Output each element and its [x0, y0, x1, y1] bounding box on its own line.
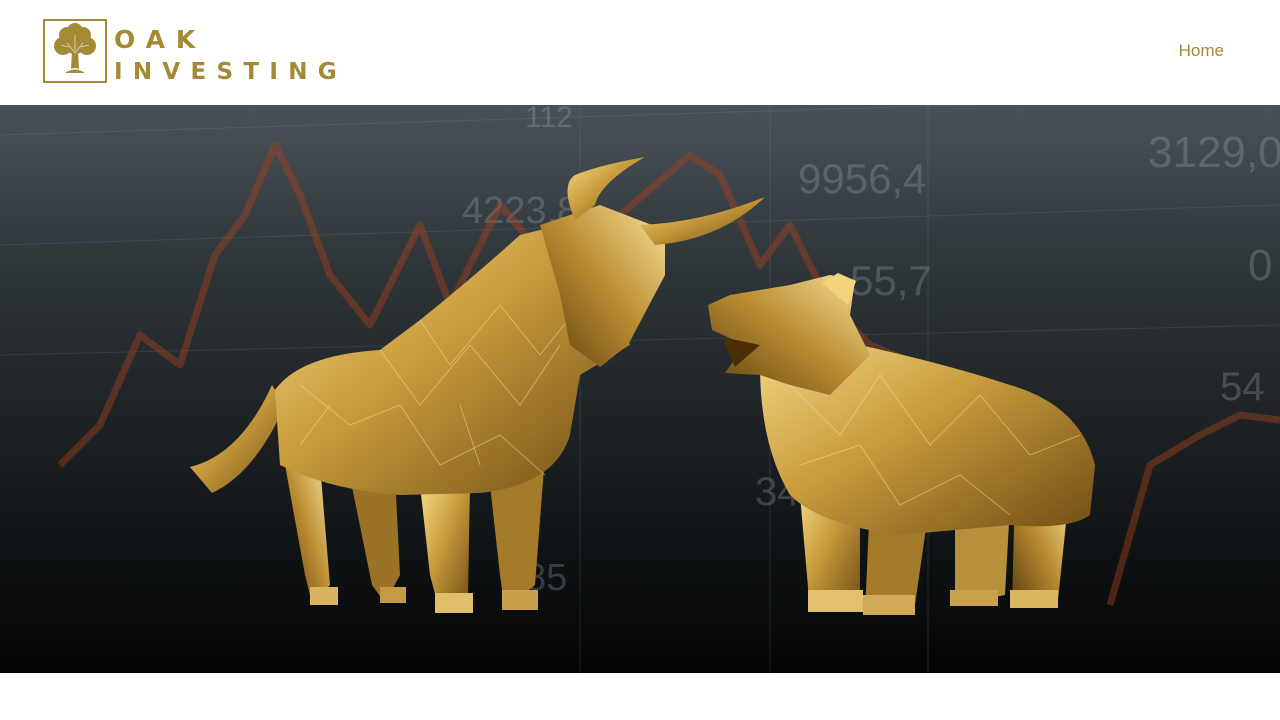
oak-tree-icon [43, 19, 107, 83]
svg-text:0: 0 [1248, 241, 1272, 290]
page-bottom-area [0, 673, 1280, 720]
svg-text:112: 112 [525, 105, 573, 134]
svg-text:3129,0: 3129,0 [1148, 128, 1280, 177]
chart-grid-lines [0, 105, 1280, 673]
svg-text:9956,4: 9956,4 [798, 155, 926, 202]
market-trend-line [57, 141, 1280, 606]
logo-text-investing: INVESTING [114, 59, 347, 85]
golden-bull-figure [190, 157, 765, 613]
golden-bull-and-bear-market-image: 112 4223,8 9956,4 55,7 3129,0 34 54 0 85 [0, 105, 1280, 673]
site-logo[interactable]: OAK INVESTING [43, 19, 343, 87]
background-market-numbers: 112 4223,8 9956,4 55,7 3129,0 34 54 0 85 [462, 105, 1280, 599]
hero-banner: 112 4223,8 9956,4 55,7 3129,0 34 54 0 85 [0, 105, 1280, 673]
nav-home-link[interactable]: Home [1178, 41, 1224, 60]
site-header: OAK INVESTING Home [0, 0, 1280, 105]
logo-text-oak: OAK [114, 25, 207, 54]
svg-text:54: 54 [1220, 365, 1265, 409]
golden-bear-figure [708, 273, 1095, 615]
svg-text:55,7: 55,7 [850, 257, 932, 304]
